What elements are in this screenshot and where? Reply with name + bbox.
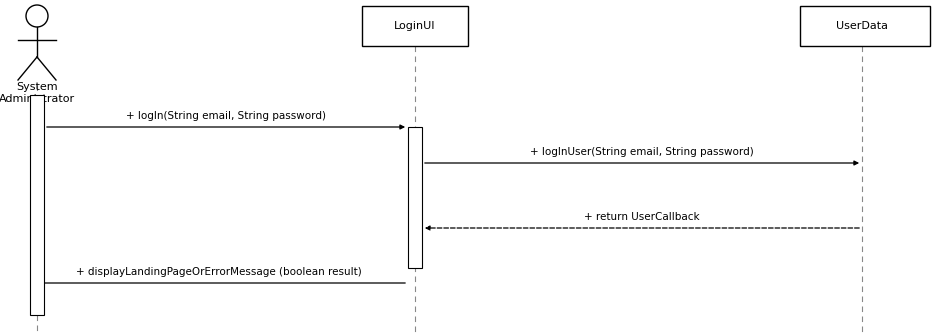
- Text: + return UserCallback: + return UserCallback: [584, 212, 699, 222]
- Text: + displayLandingPageOrErrorMessage (boolean result): + displayLandingPageOrErrorMessage (bool…: [76, 267, 362, 277]
- Text: System
Administrator: System Administrator: [0, 82, 75, 104]
- Bar: [800, 6, 930, 46]
- Text: + logIn(String email, String password): + logIn(String email, String password): [126, 111, 326, 121]
- Bar: [408, 127, 422, 268]
- Bar: [30, 95, 44, 315]
- Text: + logInUser(String email, String password): + logInUser(String email, String passwor…: [530, 147, 754, 157]
- Text: LoginUI: LoginUI: [394, 21, 436, 31]
- Text: UserData: UserData: [836, 21, 888, 31]
- Bar: [362, 6, 468, 46]
